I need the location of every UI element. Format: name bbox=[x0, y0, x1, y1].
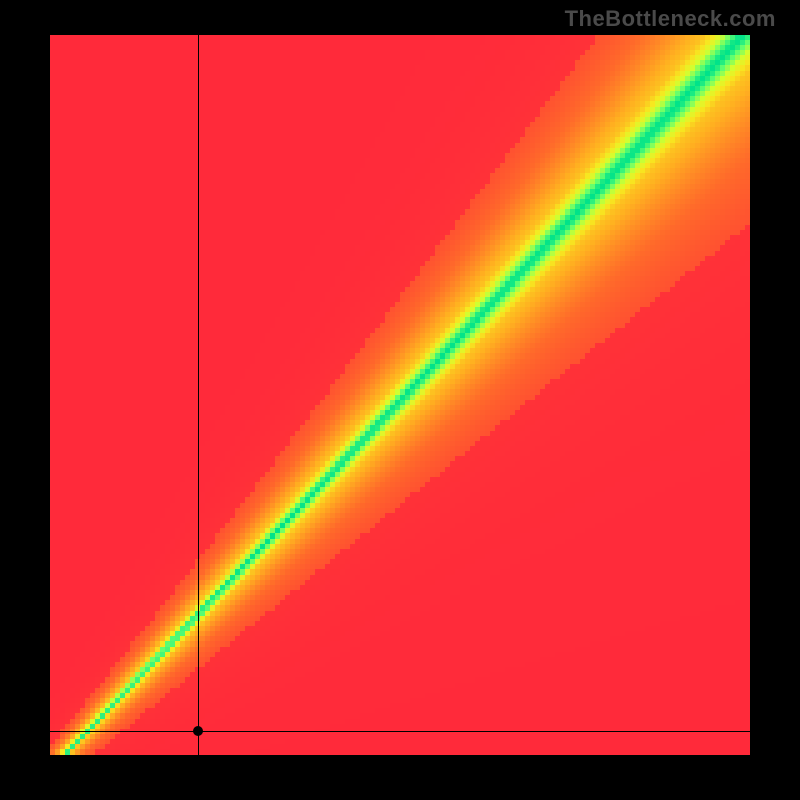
plot-area bbox=[50, 35, 750, 755]
chart-container: TheBottleneck.com bbox=[0, 0, 800, 800]
bottleneck-heatmap bbox=[50, 35, 750, 755]
crosshair-vertical bbox=[198, 35, 199, 755]
crosshair-marker-dot bbox=[193, 726, 203, 736]
crosshair-horizontal bbox=[50, 731, 750, 732]
watermark-text: TheBottleneck.com bbox=[565, 6, 776, 32]
